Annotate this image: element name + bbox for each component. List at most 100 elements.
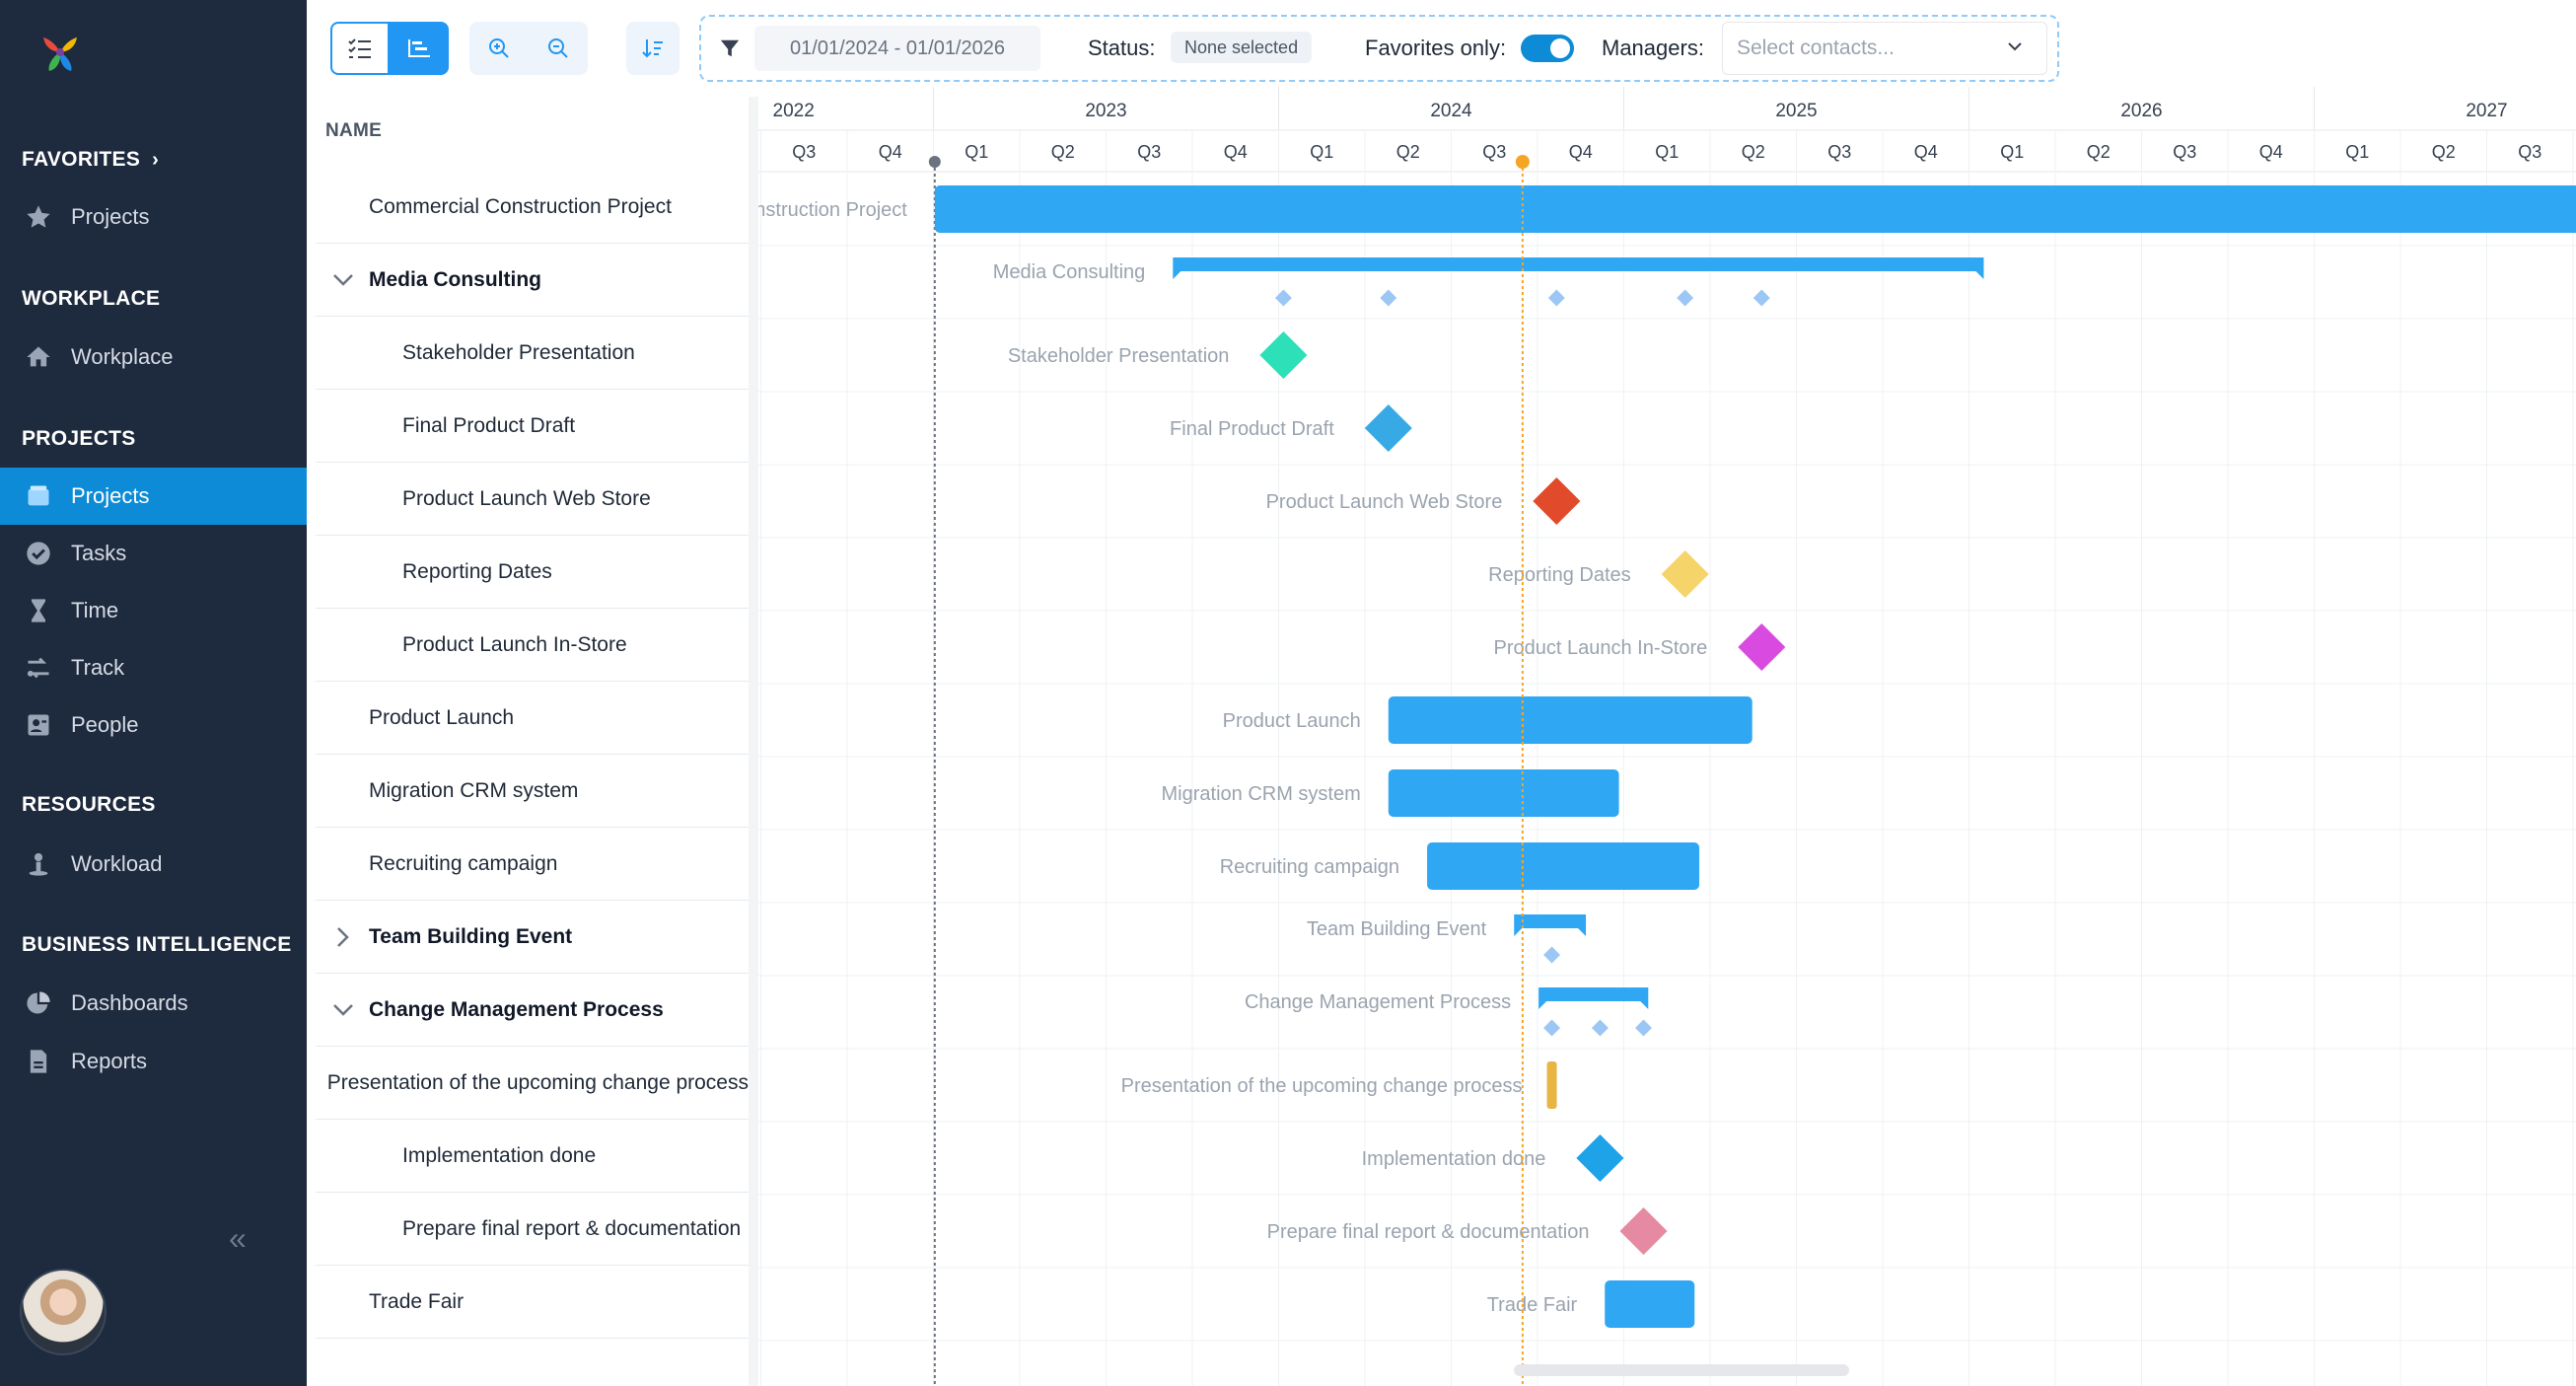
task-name: Prepare final report & documentation (402, 1216, 742, 1240)
sort-icon (642, 39, 663, 58)
task-row[interactable]: Implementation done (316, 1120, 749, 1193)
milestone-diamond[interactable] (1661, 549, 1709, 599)
gantt-view-button[interactable] (390, 22, 449, 75)
task-row[interactable]: Product Launch In-Store (316, 609, 749, 682)
sidebar-item-people[interactable]: People (0, 696, 307, 754)
sidebar-item-label: Projects (71, 204, 150, 229)
managers-select[interactable]: Select contacts... (1722, 22, 2047, 75)
zoom-out-button[interactable] (529, 22, 588, 75)
sidebar-item-workload[interactable]: Workload (0, 836, 307, 893)
sort-button[interactable] (626, 22, 680, 75)
task-row[interactable]: Media Consulting (316, 244, 749, 317)
sidebar-item-reports[interactable]: Reports (0, 1033, 307, 1090)
child-milestone-marker (1543, 1019, 1561, 1037)
task-row[interactable]: Migration CRM system (316, 755, 749, 828)
task-row[interactable]: Product Launch Web Store (316, 463, 749, 536)
workload-icon (22, 849, 55, 879)
view-toggle-group (330, 22, 449, 75)
sidebar-item-time[interactable]: Time (0, 582, 307, 639)
task-name: Commercial Construction Project (369, 194, 672, 218)
task-row[interactable]: Product Launch (316, 682, 749, 755)
task-row[interactable]: Presentation of the upcoming change proc… (316, 1047, 749, 1120)
list-view-button[interactable] (330, 22, 390, 75)
status-select[interactable]: None selected (1171, 32, 1313, 63)
task-bar[interactable] (934, 185, 2576, 233)
task-row[interactable]: Commercial Construction Project (316, 171, 749, 244)
chevron-right-icon[interactable] (329, 926, 357, 948)
sidebar-item-workplace[interactable]: Workplace (0, 328, 307, 386)
sidebar-item-track[interactable]: Track (0, 639, 307, 696)
section-favorites[interactable]: FAVORITES › (22, 148, 159, 172)
task-bar[interactable] (1388, 696, 1753, 744)
app-logo[interactable] (39, 30, 81, 75)
quarter-label: Q4 (1569, 142, 1593, 162)
task-row[interactable]: Reporting Dates (316, 536, 749, 609)
task-tick[interactable] (1546, 1061, 1557, 1109)
summary-bar[interactable] (1173, 257, 1984, 279)
favorites-only-toggle[interactable] (1521, 35, 1574, 62)
project-start-marker (928, 156, 941, 168)
task-bar[interactable] (1388, 769, 1619, 817)
sidebar-item-label: Projects (71, 483, 150, 508)
sidebar-item-label: Track (71, 655, 125, 680)
sidebar-item-dashboards[interactable]: Dashboards (0, 975, 307, 1032)
summary-bar-label: Team Building Event (1307, 918, 1487, 940)
task-bar[interactable] (1605, 1280, 1695, 1328)
quarter-label: Q2 (2087, 142, 2111, 162)
summary-bar-label: Change Management Process (1245, 991, 1511, 1013)
column-splitter[interactable] (749, 97, 758, 1386)
task-row[interactable]: Prepare final report & documentation (316, 1193, 749, 1266)
task-name-column: NAME Commercial Construction Project Medi… (307, 97, 749, 1386)
task-row[interactable]: Change Management Process (316, 974, 749, 1047)
chevron-right-icon: › (152, 148, 160, 171)
sidebar-item-projects[interactable]: Projects (0, 468, 307, 525)
task-row[interactable]: Final Product Draft (316, 390, 749, 463)
task-bar[interactable] (1427, 842, 1700, 890)
child-milestone-marker (1635, 1019, 1652, 1037)
sidebar-item-favorite-projects[interactable]: Projects (0, 188, 307, 246)
today-marker (1515, 155, 1530, 169)
quarter-label: Q3 (1482, 142, 1506, 162)
milestone-diamond[interactable] (1576, 1133, 1624, 1183)
pie-chart-icon (22, 988, 55, 1018)
milestone-diamond[interactable] (1619, 1206, 1668, 1256)
task-row[interactable]: Team Building Event (316, 901, 749, 974)
quarter-label: Q2 (1051, 142, 1075, 162)
milestone-label: Product Launch Web Store (1266, 491, 1503, 513)
summary-bar[interactable] (1514, 914, 1587, 936)
milestone-diamond[interactable] (1259, 330, 1308, 380)
section-projects-title: PROJECTS (22, 427, 136, 450)
chevron-down-icon[interactable] (329, 1003, 357, 1017)
chevron-down-icon[interactable] (329, 273, 357, 287)
managers-placeholder: Select contacts... (1737, 36, 1895, 59)
zoom-in-button[interactable] (469, 22, 529, 75)
collapse-sidebar-icon[interactable]: « (229, 1220, 247, 1256)
task-row[interactable]: Stakeholder Presentation (316, 317, 749, 390)
check-circle-icon (22, 539, 55, 568)
milestone-diamond[interactable] (1364, 403, 1412, 453)
milestone-diamond[interactable] (1533, 476, 1581, 526)
sidebar-item-tasks[interactable]: Tasks (0, 525, 307, 582)
name-column-header[interactable]: NAME (325, 120, 383, 141)
sidebar-item-label: Workload (71, 851, 163, 876)
zoom-out-icon (548, 38, 568, 58)
task-name: Stakeholder Presentation (402, 340, 635, 364)
favorites-only-label: Favorites only: (1365, 36, 1507, 60)
filter-icon[interactable] (719, 37, 741, 59)
user-avatar[interactable] (20, 1269, 107, 1355)
quarter-label: Q1 (1655, 142, 1679, 162)
task-row[interactable]: Trade Fair (316, 1266, 749, 1339)
task-bar-label: Trade Fair (1487, 1294, 1578, 1316)
quarter-label: Q2 (1396, 142, 1420, 162)
task-row[interactable]: Recruiting campaign (316, 828, 749, 901)
date-range-picker[interactable]: 01/01/2024 - 01/01/2026 (754, 26, 1040, 71)
year-label: 2027 (2466, 101, 2507, 121)
milestone-diamond[interactable] (1738, 622, 1786, 672)
task-bar-label: Product Launch (1223, 710, 1361, 732)
zoom-in-icon (489, 38, 509, 58)
summary-bar[interactable] (1538, 987, 1649, 1009)
task-bar-label: Recruiting campaign (1220, 856, 1399, 878)
section-projects: PROJECTS (22, 427, 136, 451)
horizontal-scrollbar[interactable] (1514, 1364, 1849, 1376)
filter-panel (699, 15, 2059, 82)
